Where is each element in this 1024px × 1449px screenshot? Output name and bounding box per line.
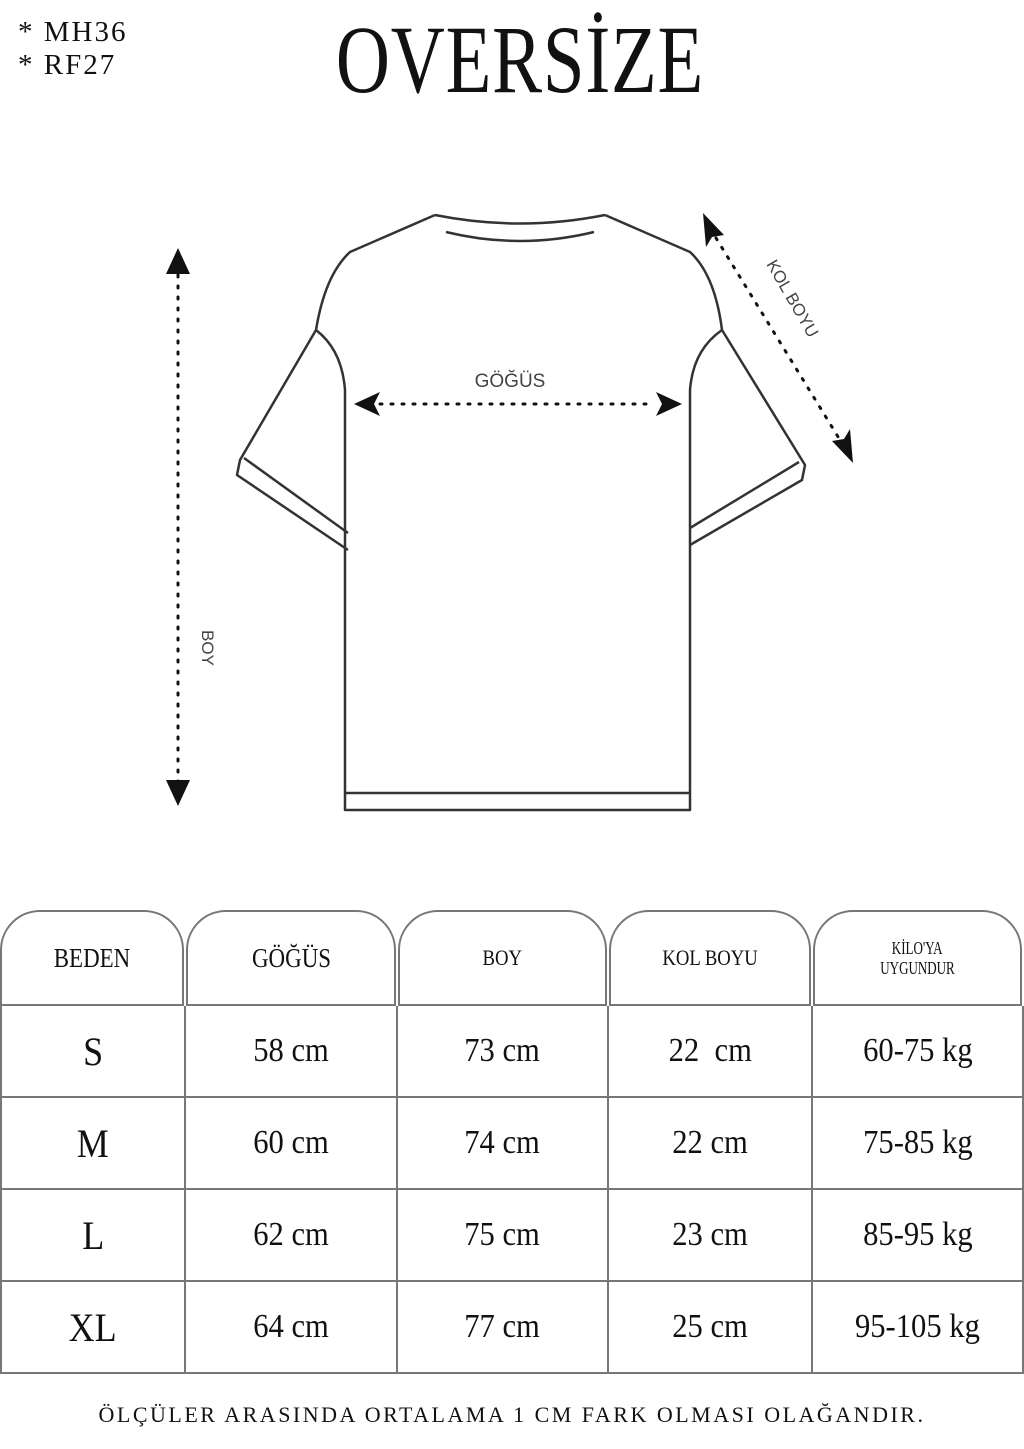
cell-size: S — [82, 1028, 104, 1074]
header-weight: KİLO'YA UYGUNDUR — [813, 910, 1022, 1006]
length-label: BOY — [198, 630, 217, 666]
cell-weight: 95-105 kg — [855, 1308, 980, 1345]
tshirt-outline — [235, 213, 807, 812]
sleeve-arrow — [703, 213, 853, 463]
cell-weight: 60-75 kg — [862, 1032, 973, 1069]
header-size: BEDEN — [0, 910, 185, 1006]
cell-chest: 60 cm — [253, 1124, 329, 1161]
table-row: L 62 cm 75 cm 23 cm 85-95 kg — [0, 1190, 1024, 1282]
cell-size: XL — [68, 1304, 117, 1350]
header-length: BOY — [398, 910, 608, 1006]
code-1: * MH36 — [18, 16, 128, 48]
chest-label: GÖĞÜS — [475, 370, 546, 392]
footer-note: ÖLÇÜLER ARASINDA ORTALAMA 1 CM FARK OLMA… — [98, 1402, 926, 1427]
cell-length: 75 cm — [464, 1216, 541, 1253]
table-header: BEDEN GÖĞÜS BOY KOL BOYU KİLO'YA UYGUNDUR — [0, 910, 1024, 1006]
table-row: M 60 cm 74 cm 22 cm 75-85 kg — [0, 1098, 1024, 1190]
page-title: OVERSİZE — [335, 6, 705, 113]
header-sleeve: KOL BOYU — [609, 910, 812, 1006]
cell-sleeve: 25 cm — [672, 1308, 748, 1345]
cell-weight: 85-95 kg — [862, 1216, 973, 1253]
sleeve-label: KOL BOYU — [763, 257, 823, 341]
product-codes: * MH36 * RF27 — [18, 16, 127, 82]
cell-weight: 75-85 kg — [862, 1124, 973, 1161]
cell-length: 77 cm — [464, 1308, 541, 1345]
code-2: * RF27 — [18, 49, 117, 81]
cell-length: 74 cm — [464, 1124, 541, 1161]
cell-sleeve: 22 cm — [672, 1124, 748, 1161]
cell-sleeve: 22 cm — [668, 1032, 752, 1069]
length-arrow — [166, 248, 190, 806]
cell-chest: 58 cm — [253, 1032, 329, 1069]
tshirt-diagram: BOY GÖĞÜS KOL BOYU — [166, 213, 853, 812]
cell-chest: 62 cm — [253, 1216, 329, 1253]
header-chest: GÖĞÜS — [186, 910, 397, 1006]
cell-size: M — [76, 1120, 110, 1166]
cell-sleeve: 23 cm — [672, 1216, 748, 1253]
chest-arrow — [354, 392, 682, 416]
cell-length: 73 cm — [464, 1032, 541, 1069]
table-row: XL 64 cm 77 cm 25 cm 95-105 kg — [0, 1282, 1024, 1374]
cell-chest: 64 cm — [253, 1308, 329, 1345]
size-table: BEDEN GÖĞÜS BOY KOL BOYU KİLO'YA UYGUNDUR… — [0, 910, 1024, 1374]
table-row: S 58 cm 73 cm 22 cm 60-75 kg — [0, 1006, 1024, 1098]
cell-size: L — [82, 1212, 104, 1258]
